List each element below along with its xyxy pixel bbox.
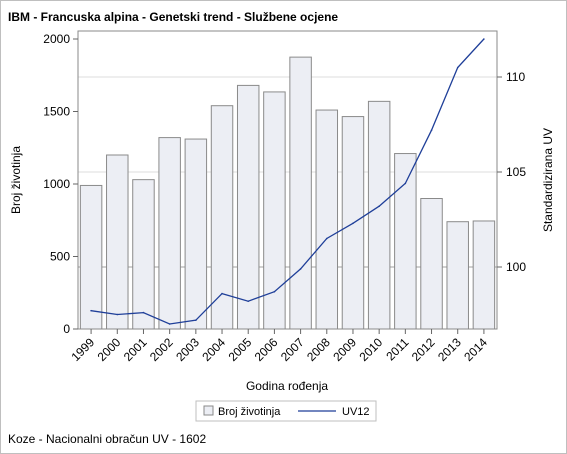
bar-2008 [315,109,339,330]
legend-line-label: UV12 [342,406,370,418]
x-tick-label-2013: 2013 [435,335,464,364]
y2-tick-label-100: 100 [506,260,526,274]
uv12-point-2012 [430,129,433,131]
uv12-point-2003 [195,319,197,322]
y-tick-label-1000: 1000 [43,177,70,191]
uv12-point-2010 [378,205,380,207]
x-tick-label-2014: 2014 [461,335,490,364]
bar-2012 [420,198,443,330]
legend: Broj životinja UV12 [195,400,377,422]
y-tick-label-1500: 1500 [43,105,70,119]
uv12-points [90,38,485,325]
x-tick-label-2005: 2005 [226,335,255,364]
x-tick-label-2002: 2002 [147,335,176,364]
y-tick-label-0: 0 [63,322,70,336]
y-axis-label: Broj životinja [9,146,23,214]
bar-2006 [263,91,286,330]
x-tick-label-2010: 2010 [356,335,385,364]
bar-2007 [289,56,312,330]
x-tick-label-2007: 2007 [278,335,307,364]
bar-2010 [367,100,391,330]
x-tick-label-2001: 2001 [121,335,150,364]
uv12-line [91,38,485,325]
uv12-point-2009 [352,222,354,225]
y-axis-right: 100 105 110 [497,70,526,274]
bar-1999 [79,184,103,330]
y-tick-label-500: 500 [50,250,70,264]
uv12-point-2005 [247,300,250,303]
bar-2002 [158,137,181,330]
x-tick-label-2008: 2008 [304,335,333,364]
uv12-point-2000 [116,313,119,316]
bar-2001 [132,179,155,330]
bar-2013 [446,221,469,330]
uv12-point-2014 [483,38,485,40]
x-axis-label: Godina rođenja [246,379,328,393]
x-tick-label-2011: 2011 [383,335,411,363]
x-tick-label-1999: 1999 [68,335,97,364]
bar-2003 [184,138,208,330]
x-tick-label-2000: 2000 [95,335,124,364]
x-tick-label-2006: 2006 [252,335,281,364]
legend-bar-label: Broj životinja [218,406,281,418]
legend-box [195,400,377,422]
bar-2011 [394,153,417,330]
uv12-point-2004 [221,292,223,295]
y-tick-label-2000: 2000 [43,32,70,46]
legend-bar-swatch [203,405,214,416]
bar-2000 [106,154,129,330]
y2-tick-label-105: 105 [506,165,526,179]
y-axis-left: 0 500 1000 1500 2000 [43,32,78,336]
bar-2014 [472,220,496,330]
bar-2005 [236,84,260,330]
uv12-point-2007 [299,268,302,270]
uv12-point-2011 [404,182,407,185]
bars [79,56,496,330]
x-tick-label-2009: 2009 [330,335,359,364]
x-tick-label-2003: 2003 [173,335,202,364]
uv12-point-2002 [168,323,171,325]
plot-area [77,30,498,330]
x-tick-label-2012: 2012 [409,335,438,364]
uv12-point-1999 [90,309,92,312]
x-tick-label-2004: 2004 [199,335,228,364]
x-axis: 1999200020012002200320042005200620072008… [68,329,490,364]
uv12-point-2008 [325,237,328,240]
uv12-point-2013 [456,66,459,69]
uv12-point-2001 [142,311,145,314]
y2-tick-label-110: 110 [506,70,525,84]
footnote: Koze - Nacionalni obračun UV - 1602 [8,432,207,446]
y2-axis-label: Standardizirana UV [541,128,555,232]
uv12-point-2006 [273,290,276,293]
chart-title: IBM - Francuska alpina - Genetski trend … [8,10,339,24]
